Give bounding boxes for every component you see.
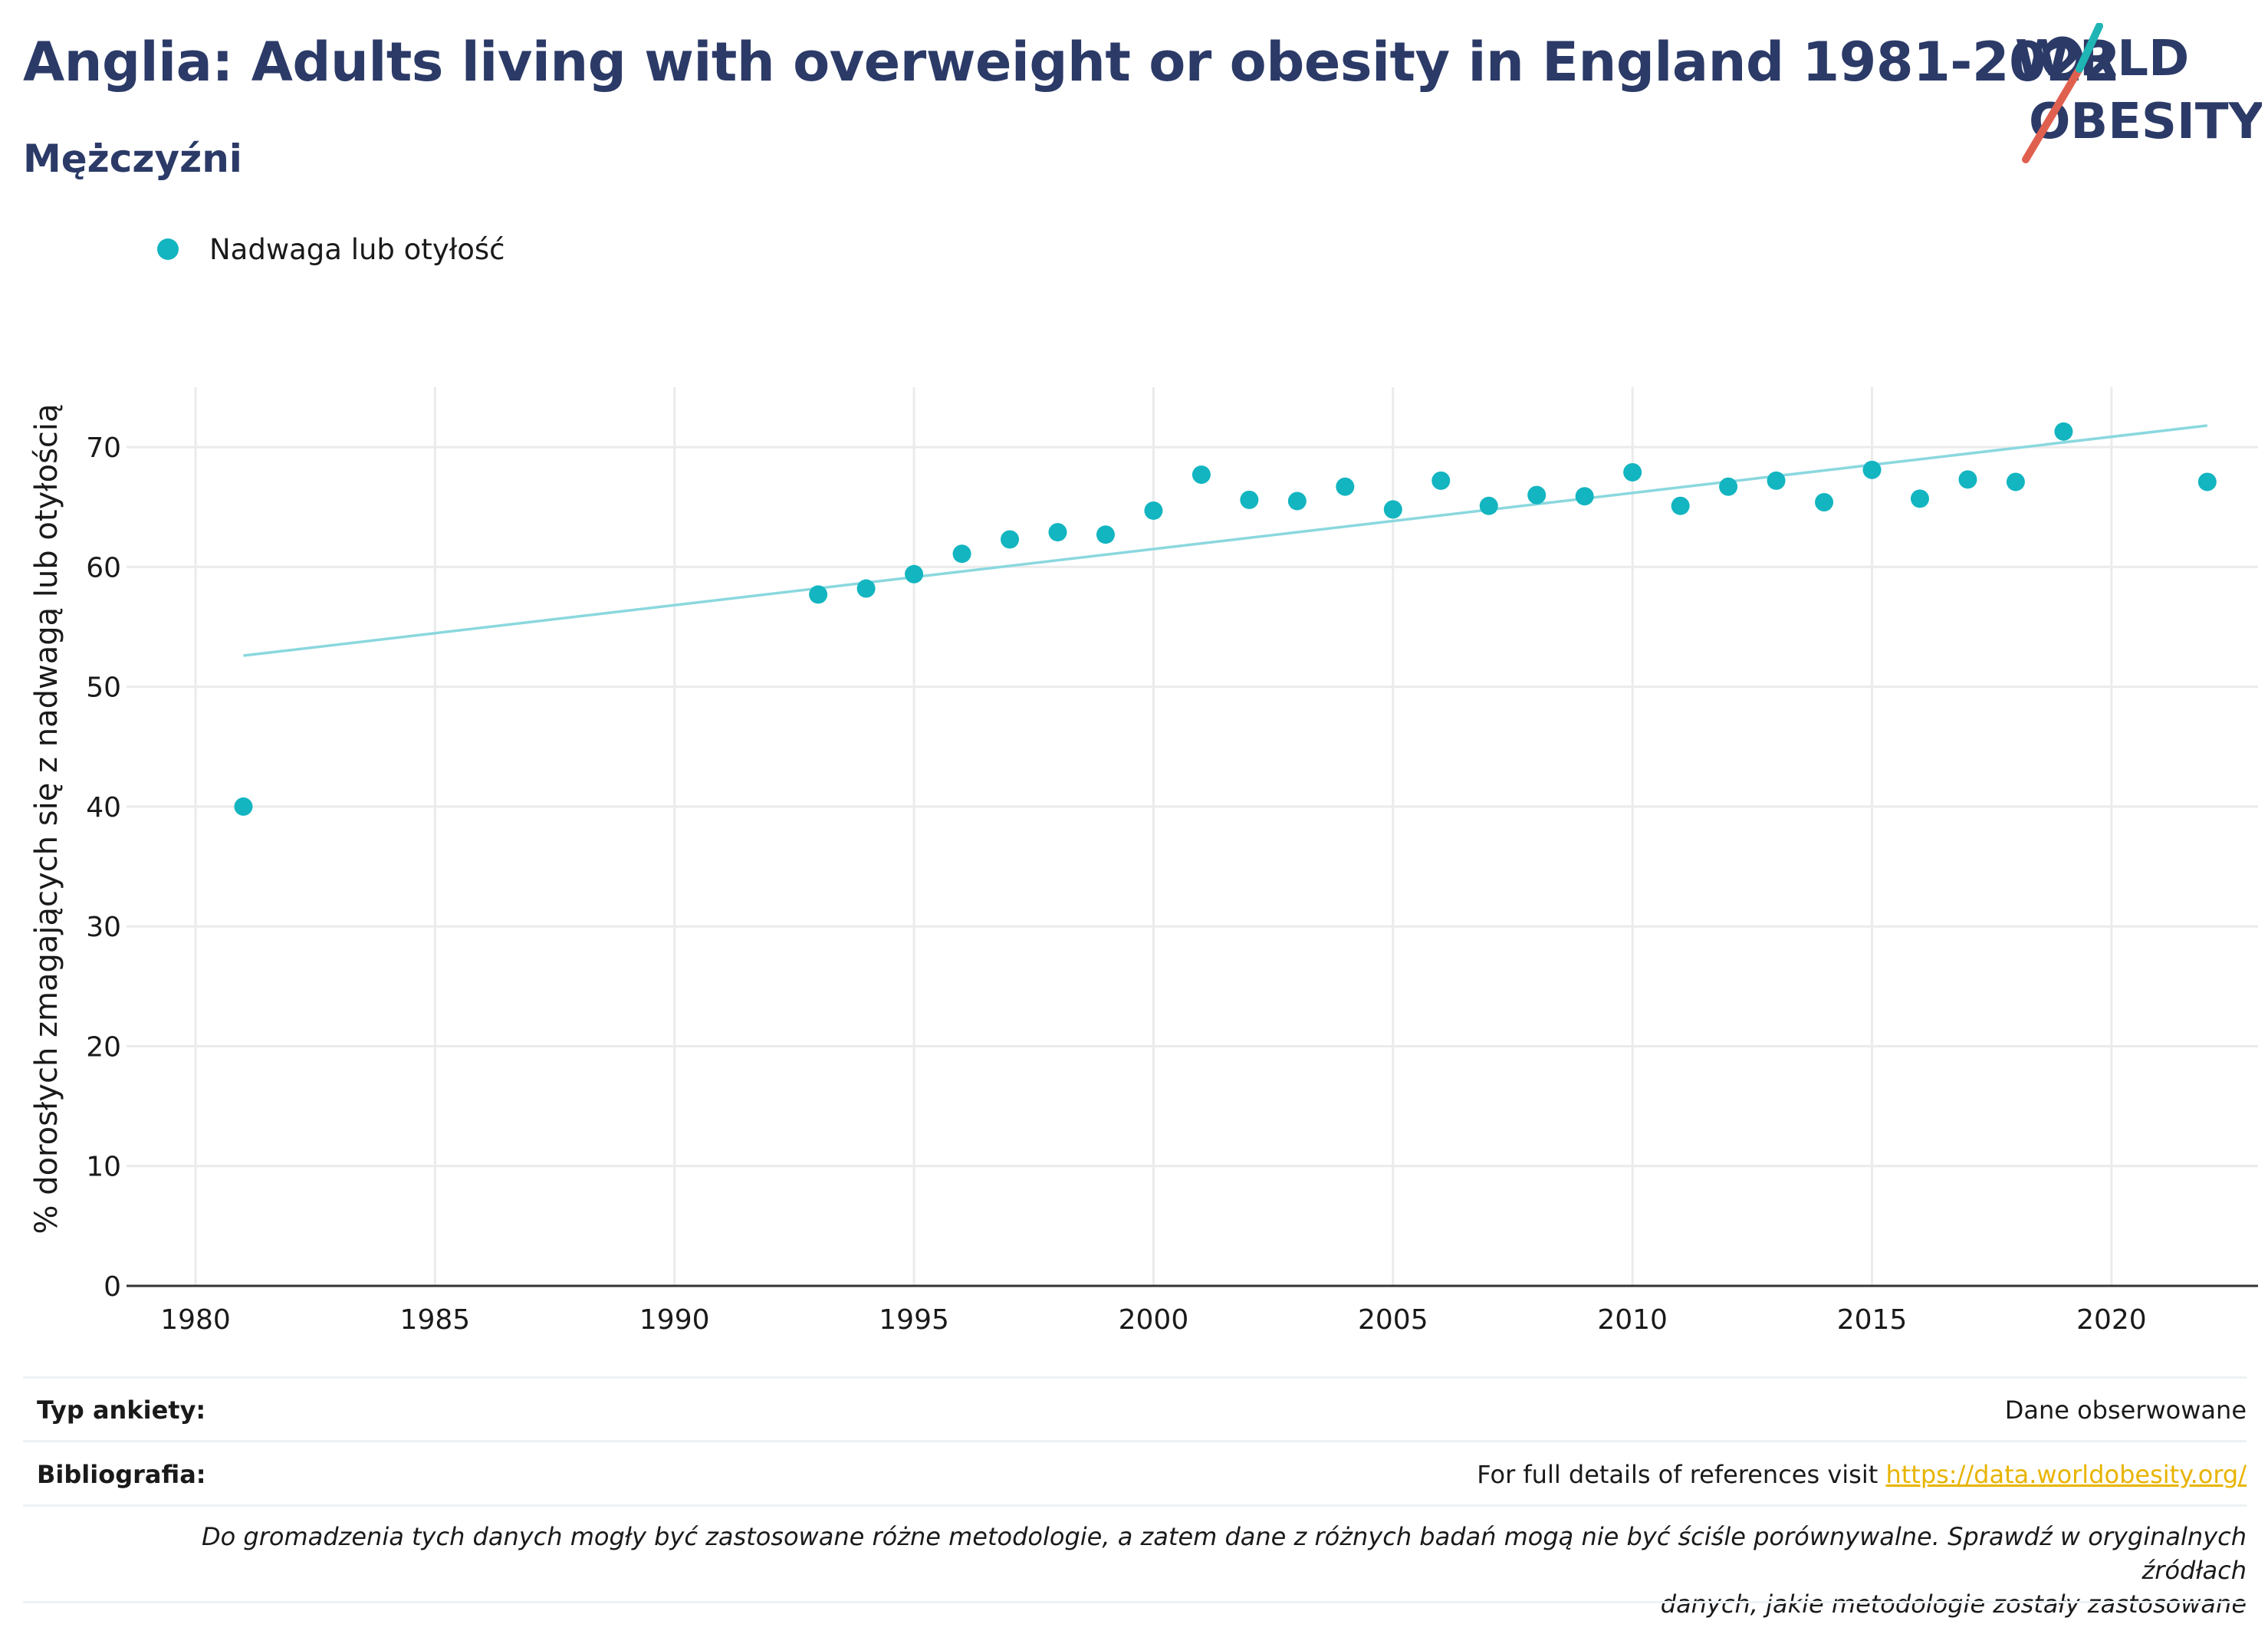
footer-divider [23,1440,2247,1442]
data-point [1431,471,1451,490]
data-point [2006,472,2025,492]
x-tick-label: 2005 [1358,1304,1428,1336]
y-tick-label: 70 [86,432,121,464]
trend-layer [243,424,2208,657]
data-point [1096,525,1115,544]
data-point [952,544,971,564]
data-points [234,422,2217,816]
y-tick-label: 50 [86,672,121,704]
x-tick-label: 1985 [400,1304,471,1336]
data-point [1240,490,1259,509]
data-point [856,579,876,598]
data-point [1623,462,1642,482]
bibliography-link[interactable]: https://data.worldobesity.org/ [1885,1460,2247,1489]
data-point [1287,492,1307,511]
data-point [1383,500,1402,519]
trend-line [243,424,2208,657]
data-point [234,797,253,816]
y-axis-label: % dorosłych zmagających się z nadwagą lu… [29,403,64,1234]
data-point [809,585,828,604]
data-point [1144,501,1163,520]
methodology-note-line: Do gromadzenia tych danych mogły być zas… [202,1522,2247,1585]
x-tick-label: 1995 [879,1304,949,1336]
x-tick-label: 1990 [639,1304,710,1336]
axes: 0 10 20 30 40 50 60 70 1980 1985 1990 1995 2000 2005 2… [86,432,2258,1336]
page-subtitle: Mężczyźni [23,136,242,181]
legend[interactable]: Nadwaga lub otyłość [157,230,505,268]
x-tick-label: 2020 [2076,1304,2147,1336]
x-tick-label: 1980 [160,1304,231,1336]
legend-label: Nadwaga lub otyłość [209,232,505,266]
methodology-note-line: danych, jakie metodologie zostały zastos… [1660,1590,2247,1619]
legend-marker-icon [157,238,179,260]
footer-divider [23,1376,2247,1379]
x-tick-label: 2015 [1837,1304,1908,1336]
survey-type-value: Dane obserwowane [2004,1396,2247,1425]
methodology-note: Do gromadzenia tych danych mogły być zas… [100,1520,2247,1621]
y-tick-label: 0 [104,1271,121,1303]
data-point [2197,472,2217,492]
x-tick-label: 2000 [1119,1304,1189,1336]
x-tick-label: 2010 [1597,1304,1668,1336]
bibliography-label: Bibliografia: [37,1460,206,1489]
data-point [2054,422,2073,441]
data-point [1001,530,1020,549]
footer-divider [23,1601,2247,1603]
y-tick-label: 30 [86,912,121,943]
bibliography-text: For full details of references visit [1477,1460,1886,1489]
footer-divider [23,1504,2247,1507]
survey-type-label: Typ ankiety: [37,1396,206,1425]
data-point [1336,477,1355,496]
y-tick-label: 40 [86,792,121,824]
data-point [1527,485,1547,505]
y-tick-label: 20 [86,1031,121,1063]
data-point [1048,523,1067,542]
data-point [1719,477,1738,496]
world-obesity-logo: W RLD OBESITY [2015,23,2262,163]
data-point [1910,489,1929,508]
bibliography-value: For full details of references visit htt… [1477,1460,2247,1489]
data-point [1767,471,1786,490]
page-title: Anglia: Adults living with overweight or… [23,31,2120,94]
data-point [1479,496,1498,515]
grid-lines [127,387,2258,1286]
data-point [1862,460,1882,479]
svg-text:RLD: RLD [2079,31,2189,87]
data-point [1671,496,1690,515]
data-point [1192,465,1211,485]
scatter-chart: 0 10 20 30 40 50 60 70 1980 1985 1990 1995 2000 2005 2… [29,387,2258,1336]
data-point [1815,493,1834,512]
y-tick-label: 60 [86,552,121,584]
data-point [1958,470,1977,489]
data-point [905,564,924,584]
svg-text:OBESITY: OBESITY [2029,94,2262,150]
y-tick-label: 10 [86,1152,121,1183]
data-point [1575,487,1594,506]
